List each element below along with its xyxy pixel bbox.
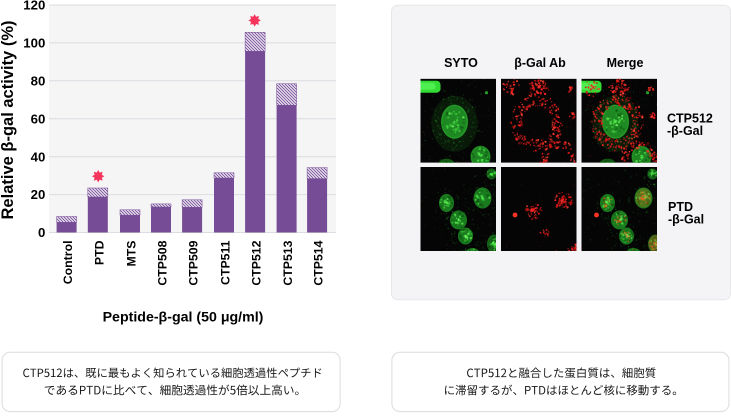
svg-text:CTP508: CTP508 — [156, 240, 170, 285]
svg-text:CTP509: CTP509 — [187, 240, 201, 285]
svg-text:60: 60 — [31, 111, 46, 126]
svg-text:CTP512: CTP512 — [667, 112, 713, 126]
svg-text:-β-Gal: -β-Gal — [667, 124, 703, 138]
svg-text:40: 40 — [31, 149, 46, 164]
svg-text:β-Gal Ab: β-Gal Ab — [514, 56, 566, 70]
svg-text:Peptide-β-gal (50 μg/ml): Peptide-β-gal (50 μg/ml) — [103, 310, 264, 326]
svg-text:Merge: Merge — [607, 56, 644, 70]
svg-text:PTD: PTD — [92, 240, 106, 265]
svg-text:SYTO: SYTO — [444, 56, 478, 70]
svg-text:Relative β-gal activity (%): Relative β-gal activity (%) — [0, 21, 17, 220]
svg-text:MTS: MTS — [125, 241, 139, 267]
svg-text:CTP513: CTP513 — [281, 240, 295, 285]
svg-text:20: 20 — [31, 187, 46, 202]
svg-text:CTP514: CTP514 — [312, 240, 326, 285]
svg-text:100: 100 — [23, 36, 45, 51]
svg-text:80: 80 — [31, 73, 46, 88]
svg-text:CTP511: CTP511 — [219, 240, 233, 285]
svg-text:-β-Gal: -β-Gal — [668, 213, 704, 227]
svg-text:120: 120 — [23, 0, 45, 13]
svg-text:CTP512: CTP512 — [250, 240, 264, 285]
svg-text:PTD: PTD — [668, 200, 693, 214]
svg-text:0: 0 — [38, 225, 45, 240]
svg-text:Control: Control — [61, 241, 75, 285]
